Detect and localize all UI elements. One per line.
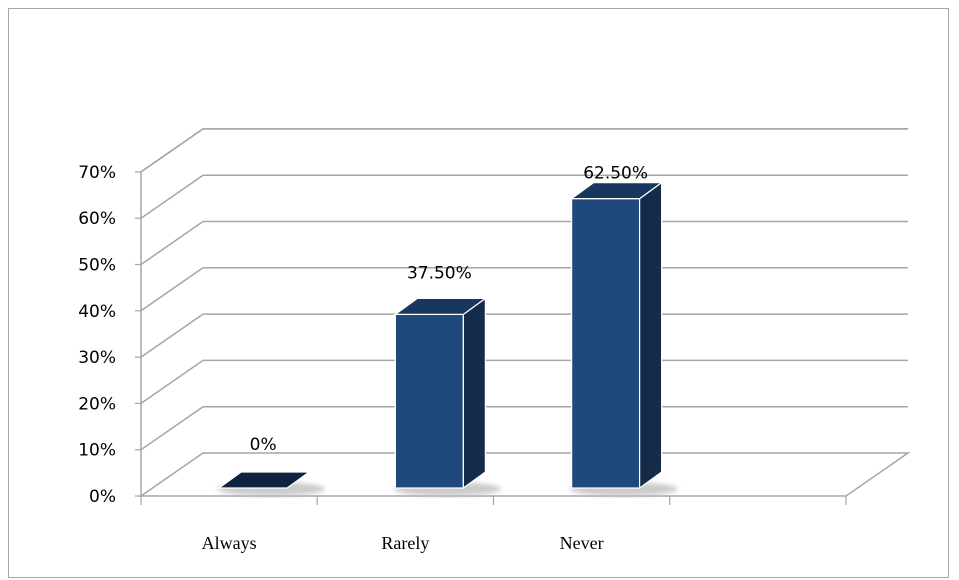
bar-top — [217, 471, 311, 489]
bar-front — [394, 313, 464, 489]
gridline-side — [140, 313, 204, 358]
data-label: 37.50% — [407, 263, 472, 283]
bars — [217, 181, 678, 496]
gridline-side — [140, 267, 204, 312]
bar-side — [462, 297, 486, 490]
x-category-label: Never — [560, 533, 604, 553]
y-tick-label: 10% — [78, 441, 116, 461]
chart-floor — [138, 452, 911, 497]
gridline-side — [140, 174, 204, 219]
y-tick-label: 70% — [78, 163, 116, 183]
y-tick-label: 60% — [78, 209, 116, 229]
bar-never — [569, 181, 678, 496]
chart-labels: 0% 10% 20% 30% 40% 50% 60% 70% 0% Always 37.50% Rar… — [78, 163, 648, 553]
gridline-side — [140, 359, 204, 405]
gridlines — [138, 128, 911, 497]
y-tick-label: 50% — [78, 256, 116, 276]
bar-always — [217, 471, 326, 496]
bar-top — [393, 297, 488, 315]
x-category-label: Rarely — [381, 533, 429, 553]
y-tick-label: 20% — [78, 394, 116, 414]
x-category-label: Always — [202, 533, 257, 553]
y-tick-label: 30% — [78, 348, 116, 368]
bar-side — [639, 181, 663, 490]
y-tick-label: 40% — [78, 302, 116, 322]
gridline-side — [140, 128, 204, 173]
data-label: 62.50% — [583, 164, 648, 184]
y-tick-label: 0% — [89, 487, 116, 507]
axes — [135, 171, 847, 505]
bar-front — [571, 198, 641, 489]
data-label: 0% — [250, 435, 277, 455]
gridline-side — [140, 220, 204, 266]
bar-top — [569, 182, 664, 200]
bar-rarely — [393, 297, 502, 496]
gridline-side — [140, 406, 204, 451]
